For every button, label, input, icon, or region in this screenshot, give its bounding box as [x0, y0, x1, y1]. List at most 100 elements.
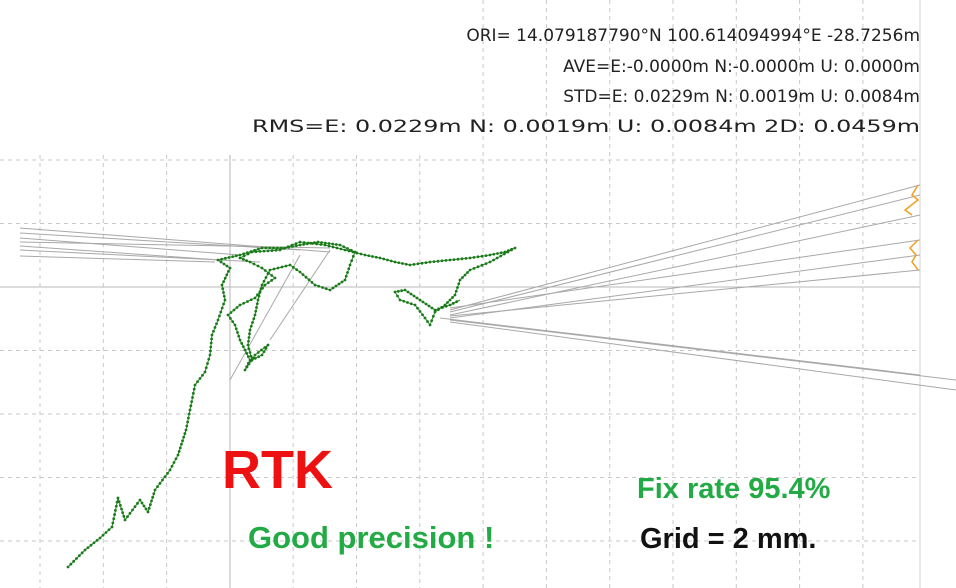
trajectory-point — [111, 521, 115, 525]
trajectory-point — [184, 428, 188, 432]
trajectory-point — [231, 320, 235, 324]
trajectory-point — [222, 262, 226, 266]
trajectory-point — [282, 247, 286, 250]
trajectory-point — [249, 298, 253, 302]
trajectory-point — [468, 256, 472, 260]
trajectory-point — [502, 252, 506, 256]
trajectory-point — [274, 248, 278, 252]
trajectory-point — [409, 302, 413, 306]
trajectory-point — [142, 504, 146, 508]
trajectory-point — [255, 302, 259, 306]
trajectory-point — [258, 290, 262, 293]
trajectory-point — [328, 288, 332, 292]
trajectory-point — [248, 332, 251, 336]
trajectory-point — [238, 338, 242, 342]
std-line: STD=E: 0.0229m N: 0.0019m U: 0.0084m — [563, 87, 920, 107]
trajectory-point — [480, 263, 484, 267]
trajectory-point — [238, 256, 242, 260]
trajectory-point — [136, 501, 139, 505]
trajectory-point — [212, 329, 215, 333]
trajectory-point — [260, 353, 264, 357]
trajectory-point — [398, 298, 402, 302]
outlier-line — [19, 255, 216, 263]
trajectory-point — [219, 260, 223, 264]
trajectory-point — [506, 250, 510, 254]
trajectory-point — [393, 260, 397, 264]
trajectory-point — [324, 287, 328, 291]
trajectory-point — [252, 317, 256, 321]
trajectory-point — [260, 266, 264, 270]
trajectory-point — [430, 306, 434, 310]
trajectory-point — [163, 475, 167, 479]
trajectory-point — [222, 294, 226, 298]
trajectory-point — [389, 259, 393, 263]
trajectory-point — [331, 242, 335, 246]
trajectory-point — [263, 283, 267, 287]
trajectory-point — [418, 310, 422, 313]
trajectory-point — [207, 357, 211, 361]
trajectory — [66, 240, 517, 569]
trajectory-point — [316, 240, 320, 244]
trajectory-point — [448, 298, 452, 302]
trajectory-point — [327, 242, 331, 245]
trajectory-point — [412, 294, 416, 298]
outlier-line — [269, 249, 331, 341]
trajectory-point — [421, 300, 425, 304]
trajectory-point — [218, 314, 221, 318]
trajectory-point — [310, 281, 314, 284]
trajectory-point — [133, 505, 137, 509]
trajectory-point — [131, 508, 134, 512]
trajectory-point — [263, 269, 267, 272]
trajectory-point — [346, 247, 349, 250]
trajectory-point — [256, 293, 259, 297]
trajectory-point — [463, 273, 467, 277]
outlier-line — [19, 237, 241, 256]
trajectory-point — [245, 351, 249, 355]
trajectory-point — [396, 294, 399, 298]
trajectory-point — [290, 243, 294, 247]
trajectory-point — [83, 548, 87, 552]
outlier-line — [449, 254, 921, 319]
trajectory-point — [144, 507, 148, 511]
trajectory-point — [262, 249, 266, 253]
outlier-line — [449, 239, 921, 309]
outlier-line — [449, 319, 956, 381]
trajectory-point — [488, 253, 492, 257]
trajectory-point — [510, 248, 513, 252]
trajectory-point — [89, 543, 93, 547]
trajectory-point — [216, 318, 220, 322]
trajectory-point — [254, 309, 258, 313]
trajectory-point — [178, 446, 182, 450]
trajectory-point — [351, 254, 355, 258]
trajectory-point — [104, 531, 108, 534]
trajectory-point — [114, 509, 117, 512]
trajectory-point — [234, 327, 238, 331]
trajectory-point — [456, 257, 460, 261]
trajectory-point — [448, 303, 452, 307]
trajectory-point — [208, 353, 212, 357]
trajectory-point — [86, 546, 90, 549]
trajectory-point — [77, 554, 81, 558]
trajectory-point — [270, 278, 274, 282]
trajectory-point — [209, 345, 213, 349]
trajectory-point — [338, 243, 342, 247]
trajectory-point — [72, 559, 76, 563]
trajectory-point — [451, 296, 454, 299]
trajectory-point — [402, 299, 406, 303]
trajectory-point — [177, 450, 181, 453]
trajectory-point — [461, 276, 464, 279]
trajectory-point — [219, 310, 223, 314]
trajectory-point — [245, 259, 249, 263]
trajectory-point — [187, 416, 190, 420]
trajectory-point — [110, 525, 114, 529]
trajectory-point — [222, 302, 226, 306]
trajectory-point — [174, 457, 178, 461]
trajectory-point — [123, 518, 127, 522]
trajectory-point — [161, 478, 164, 482]
trajectory-point — [319, 243, 323, 246]
trajectory-point — [350, 259, 354, 263]
trajectory-point — [295, 268, 299, 272]
trajectory-point — [227, 270, 230, 273]
